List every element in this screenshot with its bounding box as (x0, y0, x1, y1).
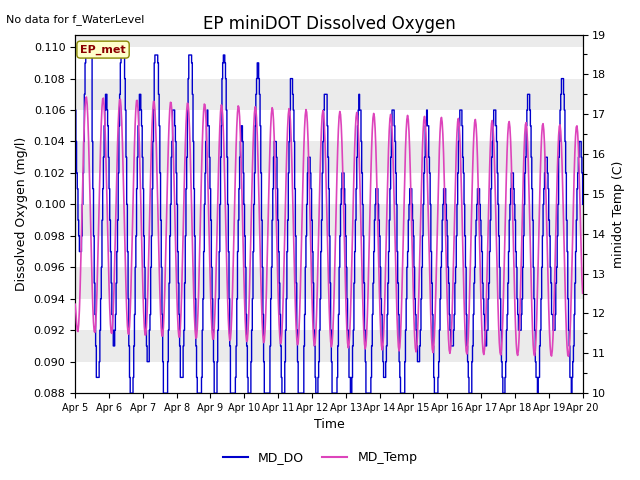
Bar (75, 236, 582, 267)
Title: EP miniDOT Dissolved Oxygen: EP miniDOT Dissolved Oxygen (202, 15, 455, 33)
Bar (75, 173, 582, 204)
Text: No data for f_WaterLevel: No data for f_WaterLevel (6, 14, 145, 25)
Text: EP_met: EP_met (80, 45, 126, 55)
Y-axis label: Dissolved Oxygen (mg/l): Dissolved Oxygen (mg/l) (15, 137, 28, 291)
Bar (75, 299, 582, 330)
X-axis label: Time: Time (314, 419, 344, 432)
Y-axis label: minidot Temp (C): minidot Temp (C) (612, 160, 625, 267)
Bar (75, 361, 582, 393)
Bar (75, 110, 582, 142)
Legend: MD_DO, MD_Temp: MD_DO, MD_Temp (218, 446, 422, 469)
Bar (75, 47, 582, 79)
